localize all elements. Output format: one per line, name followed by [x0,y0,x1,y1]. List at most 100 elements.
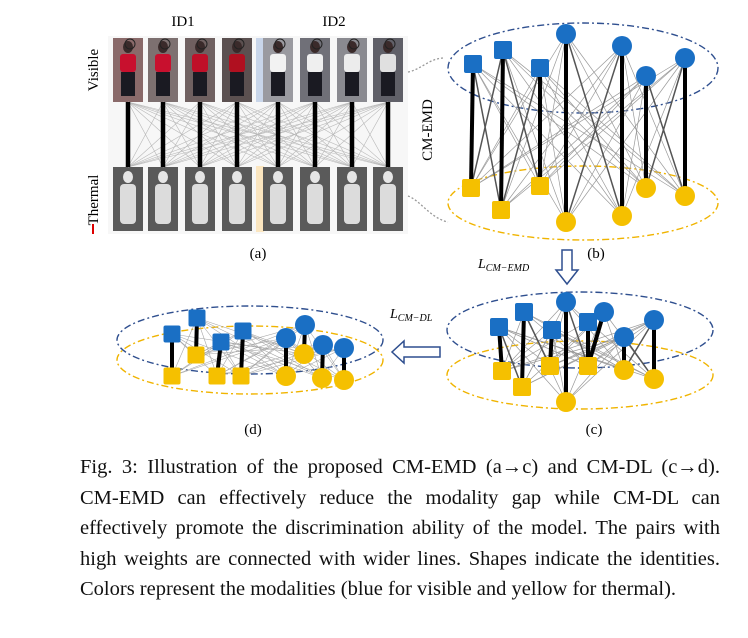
person-shirt [380,54,396,72]
circle-node [675,48,695,68]
thin-connection [236,101,389,168]
thin-connection [470,45,623,189]
square-node [187,346,205,364]
thin-connection [539,75,647,187]
left-arrow-icon [390,339,441,365]
id2-label: ID2 [322,14,345,30]
person-legs [193,72,207,96]
square-node [464,55,482,73]
circle-node [294,344,314,364]
circle-node [313,335,333,355]
l-cm-dl-label: LCM−DL [389,307,433,324]
thermal-head [195,171,205,183]
thin-connection [285,347,345,377]
strong-connection [520,311,526,388]
person-head [158,41,168,53]
caption-text: Illustration of the proposed CM-EMD (a→c… [80,456,721,600]
square-node [234,322,252,340]
thermal-head [383,171,393,183]
id1-label: ID1 [171,14,194,30]
thin-connection [277,101,389,168]
thin-connection [551,329,655,380]
thin-connection [220,341,287,377]
circle-node [556,292,576,312]
circle-node [636,178,656,198]
thin-connection [565,75,647,223]
graph-b [462,24,695,232]
square-node [232,367,250,385]
person-head [310,41,320,53]
thin-connection [621,45,647,189]
thin-connection [500,75,647,211]
panel-b: CM-EMD (b) [420,22,719,262]
thin-connection [127,101,316,168]
medium-connection [565,45,623,223]
caption-label: Fig. 3: [80,456,138,478]
square-node [579,357,597,375]
thin-connection [565,33,686,197]
panel-a: ID1 ID2 Visible Thermal (a) [86,14,408,262]
square-node [493,362,511,380]
thin-connection [565,33,647,189]
thin-connection [501,311,525,372]
square-node [494,41,512,59]
circle-node [614,327,634,347]
thin-connection [127,101,164,168]
person-legs [271,72,285,96]
thin-connection [242,330,323,379]
square-node [515,303,533,321]
medium-connection [472,63,502,211]
square-node [541,357,559,375]
person-head [273,41,283,53]
visible-row-label: Visible [86,48,102,91]
medium-connection [470,49,504,189]
thin-connection [621,45,686,197]
panel-a-sublabel: (a) [250,246,267,262]
thin-connection [242,330,305,355]
square-node [188,309,206,327]
square-node [531,177,549,195]
thermal-body [344,184,360,224]
thin-connection [539,67,623,217]
person-head [195,41,205,53]
panel-c: (c) [446,291,714,438]
strong-connection [499,49,505,211]
thin-connection [199,101,389,168]
thermal-head [310,171,320,183]
person-shirt [229,54,245,72]
thin-connection [502,49,623,217]
graph-d [163,309,354,390]
arrow-emd: LCM−EMD [477,249,580,286]
circle-node [334,370,354,390]
l-cm-emd-base: L [477,257,486,272]
thermal-body [192,184,208,224]
visible-ellipse-d [116,305,384,375]
medium-connection [500,67,541,211]
thermal-ellipse-c [446,340,714,410]
square-node [490,318,508,336]
l-cm-emd-sub: CM−EMD [486,263,530,274]
square-node [492,201,510,219]
thermal-head [158,171,168,183]
thermal-body [307,184,323,224]
thermal-ellipse-d [116,325,384,395]
circle-node [644,369,664,389]
person-shirt [192,54,208,72]
thermal-body [270,184,286,224]
person-shirt [307,54,323,72]
connector-thermal [407,195,449,223]
person-legs [345,72,359,96]
thin-connection [523,311,625,371]
square-node [513,378,531,396]
l-cm-dl-sub: CM−DL [398,313,433,324]
thin-connection [171,337,287,377]
thin-connection [199,101,238,168]
thermal-head [123,171,133,183]
face-circle [348,38,360,50]
face-circle [196,38,208,50]
face-circle [233,38,245,50]
thermal-head [347,171,357,183]
cross-modal-connections [125,101,391,168]
thin-connection [127,101,389,168]
panel-d-sublabel: (d) [244,422,262,438]
